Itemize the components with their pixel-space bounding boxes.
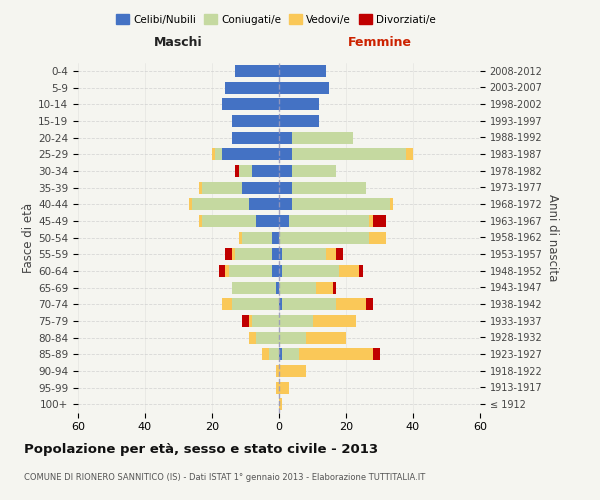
Bar	[256, 215, 279, 227]
Bar	[336, 248, 343, 260]
Bar	[226, 248, 232, 260]
Bar	[279, 82, 329, 94]
Bar	[292, 182, 366, 194]
Bar	[326, 248, 336, 260]
Bar	[283, 298, 336, 310]
Bar	[279, 232, 370, 243]
Bar	[373, 348, 380, 360]
Bar	[262, 348, 269, 360]
Bar	[215, 148, 222, 160]
Text: Maschi: Maschi	[154, 36, 203, 49]
Bar	[406, 148, 413, 160]
Bar	[252, 315, 279, 327]
Bar	[289, 215, 370, 227]
Bar	[279, 348, 283, 360]
Bar	[279, 365, 306, 377]
Bar	[275, 282, 279, 294]
Bar	[229, 265, 272, 277]
Bar	[292, 165, 336, 177]
Bar	[232, 298, 279, 310]
Bar	[226, 82, 279, 94]
Bar	[232, 282, 275, 294]
Y-axis label: Anni di nascita: Anni di nascita	[546, 194, 559, 281]
Bar	[279, 332, 306, 344]
Bar	[272, 232, 279, 243]
Bar	[279, 182, 292, 194]
Bar	[235, 248, 272, 260]
Bar	[279, 315, 313, 327]
Bar	[292, 148, 406, 160]
Bar	[235, 65, 279, 77]
Bar	[275, 365, 279, 377]
Bar	[226, 265, 229, 277]
Bar	[316, 282, 332, 294]
Bar	[239, 165, 252, 177]
Bar	[188, 198, 192, 210]
Bar	[202, 215, 256, 227]
Bar	[222, 98, 279, 110]
Bar	[212, 148, 215, 160]
Bar	[199, 182, 202, 194]
Bar	[279, 248, 283, 260]
Bar	[366, 298, 373, 310]
Bar	[279, 98, 319, 110]
Bar	[232, 115, 279, 127]
Bar	[283, 265, 340, 277]
Bar	[242, 232, 272, 243]
Bar	[192, 198, 249, 210]
Bar	[272, 265, 279, 277]
Bar	[370, 232, 386, 243]
Bar	[232, 248, 235, 260]
Bar	[279, 132, 292, 143]
Bar	[269, 348, 279, 360]
Bar	[279, 65, 326, 77]
Bar	[275, 382, 279, 394]
Bar	[249, 198, 279, 210]
Bar	[256, 332, 279, 344]
Bar	[279, 382, 289, 394]
Text: Popolazione per età, sesso e stato civile - 2013: Popolazione per età, sesso e stato civil…	[24, 442, 378, 456]
Bar	[340, 265, 359, 277]
Bar	[199, 215, 202, 227]
Bar	[279, 282, 316, 294]
Bar	[292, 132, 353, 143]
Bar	[239, 232, 242, 243]
Bar	[249, 332, 256, 344]
Bar	[336, 298, 366, 310]
Bar	[279, 265, 283, 277]
Bar	[219, 265, 226, 277]
Bar	[279, 165, 292, 177]
Bar	[279, 198, 292, 210]
Bar	[299, 348, 373, 360]
Text: COMUNE DI RIONERO SANNITICO (IS) - Dati ISTAT 1° gennaio 2013 - Elaborazione TUT: COMUNE DI RIONERO SANNITICO (IS) - Dati …	[24, 472, 425, 482]
Bar	[373, 215, 386, 227]
Text: Femmine: Femmine	[347, 36, 412, 49]
Bar	[313, 315, 356, 327]
Bar	[279, 215, 289, 227]
Bar	[279, 298, 283, 310]
Bar	[232, 132, 279, 143]
Bar	[242, 315, 249, 327]
Bar	[283, 248, 326, 260]
Bar	[292, 198, 389, 210]
Bar	[279, 148, 292, 160]
Bar	[222, 298, 232, 310]
Bar	[202, 182, 242, 194]
Bar	[235, 165, 239, 177]
Bar	[279, 398, 283, 410]
Bar	[272, 248, 279, 260]
Bar	[283, 348, 299, 360]
Bar	[370, 215, 373, 227]
Y-axis label: Fasce di età: Fasce di età	[22, 202, 35, 272]
Bar	[249, 315, 252, 327]
Bar	[332, 282, 336, 294]
Bar	[279, 115, 319, 127]
Bar	[359, 265, 363, 277]
Bar	[306, 332, 346, 344]
Bar	[222, 148, 279, 160]
Bar	[242, 182, 279, 194]
Legend: Celibi/Nubili, Coniugati/e, Vedovi/e, Divorziati/e: Celibi/Nubili, Coniugati/e, Vedovi/e, Di…	[112, 10, 440, 29]
Bar	[252, 165, 279, 177]
Bar	[389, 198, 393, 210]
